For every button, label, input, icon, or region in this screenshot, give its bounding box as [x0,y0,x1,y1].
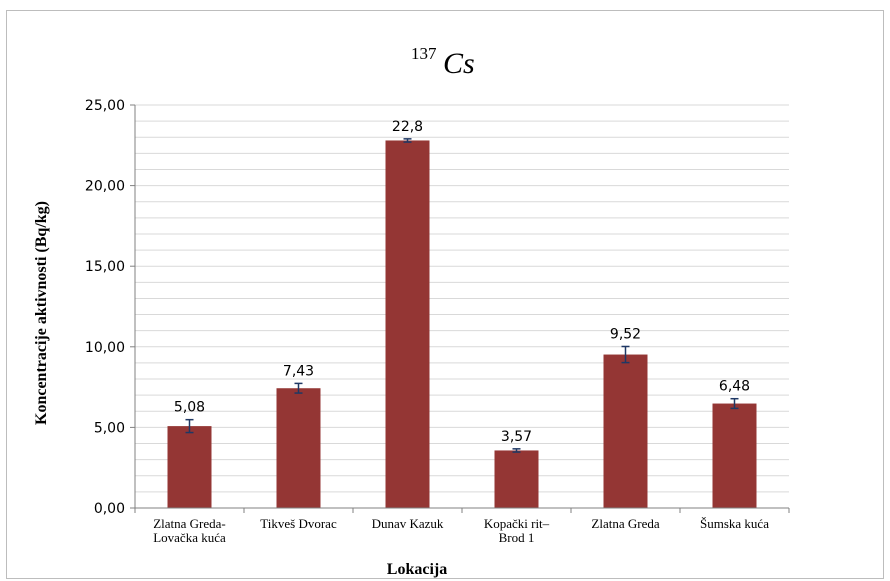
category-label: Zlatna Greda-Lovačka kuća [153,516,226,545]
y-tick-label: 20,00 [85,179,125,195]
y-tick-label: 10,00 [85,340,125,356]
data-label: 7,43 [283,363,314,379]
category-label: Tikveš Dvorac [260,516,337,531]
y-tick-label: 5,00 [94,420,125,436]
data-label: 9,52 [610,326,641,342]
chart-title: Cs [443,47,475,80]
bars [167,138,757,509]
bar [603,354,648,508]
category-label: Šumska kuća [700,516,769,531]
y-axis-title: Koncentracije aktivnosti (Bq/kg) [33,201,50,425]
bar [494,450,539,508]
data-label: 5,08 [174,400,205,416]
category-label: Kopački rit– Brod 1 [484,516,550,545]
x-axis-title: Lokacija [387,561,447,578]
y-tick-label: 0,00 [94,501,125,517]
data-label: 6,48 [719,379,750,395]
category-label: Zlatna Greda [591,516,659,531]
y-tick-label: 25,00 [85,98,125,114]
data-label: 3,57 [501,429,532,445]
data-label: 22,8 [392,119,423,135]
chart-frame: 0,00 5,00 10,00 15,00 20,00 25,00 5,08 Zlatna G… [6,10,884,579]
bar [712,403,757,508]
y-tick-label: 15,00 [85,259,125,275]
gridlines [135,104,789,493]
bar [276,388,321,508]
chart: 0,00 5,00 10,00 15,00 20,00 25,00 5,08 Zlatna G… [33,44,790,578]
chart-title-superscript: 137 [411,44,437,63]
category-label: Dunav Kazuk [372,516,444,531]
labels: 0,00 5,00 10,00 15,00 20,00 25,00 5,08 Zlatna G… [85,98,769,545]
bar [167,426,212,508]
bar [385,140,430,509]
axes [130,104,790,513]
